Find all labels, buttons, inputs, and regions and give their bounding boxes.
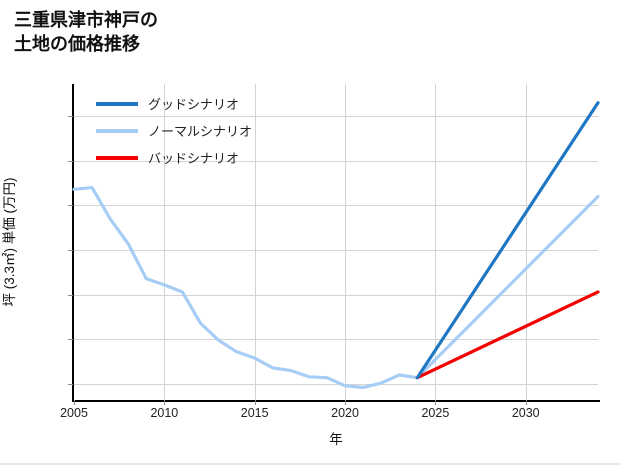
x-axis-tick-mark [435,400,437,405]
x-axis-spine [72,400,600,402]
legend-item-label: バッドシナリオ [148,151,240,166]
x-axis-tick-label: 2015 [240,406,269,420]
legend-item[interactable]: バッドシナリオ [96,148,252,167]
legend-color-swatch [96,155,138,160]
gridline-vertical [164,84,166,400]
gridline-horizontal [74,339,598,341]
series-line [415,290,600,380]
y-axis-tick-mark [68,205,73,207]
data-series-layer [72,101,600,390]
legend-color-swatch [96,101,138,106]
series-line [415,101,600,380]
plot-area: 8.59.09.510.010.511.011.5 20052010201520… [2,84,600,447]
x-axis-tick-label: 2020 [331,406,359,420]
gridline-horizontal [74,160,598,162]
x-axis-tick-mark [345,400,347,405]
gridline-horizontal [74,294,598,296]
gridline-horizontal [74,383,598,385]
x-axis-tick-mark [164,400,166,405]
y-axis-tick-mark [68,383,73,385]
gridline-vertical [345,84,347,400]
legend-item-label: グッドシナリオ [148,97,240,112]
y-axis-spine [72,84,74,400]
y-axis-label: 坪 (3.3㎡) 単価 (万円) [2,177,17,307]
legend-item-label: ノーマルシナリオ [148,124,253,139]
legend-item[interactable]: グッドシナリオ [96,94,252,113]
x-axis-tick-mark [525,400,527,405]
y-axis-tick-mark [68,250,73,252]
x-axis-tick-label: 2010 [150,406,179,420]
y-axis-tick-mark [68,160,73,162]
legend-item[interactable]: ノーマルシナリオ [96,121,252,140]
gridline-horizontal [74,250,598,252]
y-axis-tick-mark [68,116,73,118]
legend-color-swatch [96,128,138,133]
gridline-horizontal [74,116,598,118]
gridline-vertical [254,84,256,400]
plot-frame [72,84,600,402]
x-axis-tick-label: 2030 [511,406,540,420]
page-title: 三重県津市神戸の 土地の価格推移 [14,10,158,55]
gridline-horizontal [74,205,598,207]
y-axis-tick-mark [68,294,73,296]
x-axis-tick-label: 2025 [421,406,450,420]
series-line [72,185,600,390]
gridline-vertical [435,84,437,400]
x-axis-label: 年 [329,432,343,447]
gridline-vertical [525,84,527,400]
x-axis-tick-mark [254,400,256,405]
x-axis-tick-mark [74,400,75,405]
y-axis-tick-mark [68,339,73,341]
chart-legend: グッドシナリオ ノーマルシナリオ バッドシナリオ [96,94,252,167]
x-axis-tick-label: 2005 [60,406,88,420]
